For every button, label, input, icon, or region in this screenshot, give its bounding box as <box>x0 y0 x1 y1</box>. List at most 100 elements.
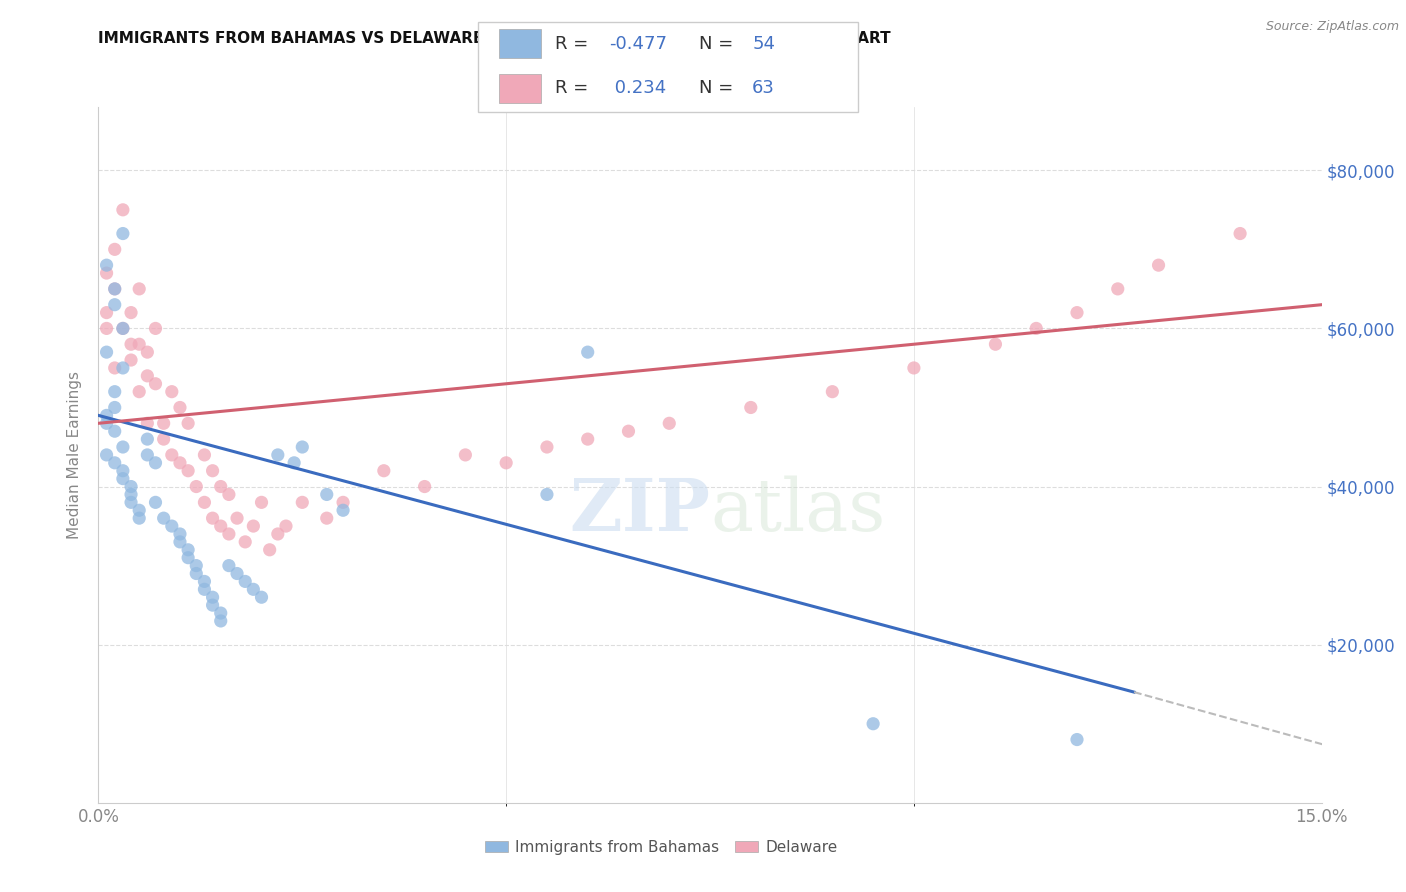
Point <box>209 479 232 493</box>
Point <box>152 511 174 525</box>
Point <box>315 487 337 501</box>
Point <box>209 614 232 628</box>
Text: -0.477: -0.477 <box>609 35 666 53</box>
Point <box>96 417 118 431</box>
Point <box>160 448 183 462</box>
Point <box>250 591 273 605</box>
Point <box>120 337 142 351</box>
Point <box>821 384 844 399</box>
Point <box>250 495 273 509</box>
Point <box>136 368 159 383</box>
Point <box>536 440 558 454</box>
Point <box>413 479 436 493</box>
Point <box>617 424 640 438</box>
Point <box>186 479 208 493</box>
Point <box>136 345 159 359</box>
Point <box>104 456 127 470</box>
Point <box>169 456 191 470</box>
Point <box>267 448 290 462</box>
Point <box>193 574 215 589</box>
Point <box>120 353 142 368</box>
Point <box>145 495 167 509</box>
Point <box>104 298 127 312</box>
Point <box>128 503 150 517</box>
Point <box>209 606 232 620</box>
Text: R =: R = <box>555 79 595 97</box>
Point <box>201 511 224 525</box>
Point <box>169 527 191 541</box>
Point <box>201 591 224 605</box>
Point <box>111 321 134 335</box>
Point <box>145 321 167 335</box>
Point <box>136 417 159 431</box>
Point <box>111 440 134 454</box>
Point <box>120 495 142 509</box>
Point <box>193 448 215 462</box>
Point <box>226 511 249 525</box>
Point <box>291 440 314 454</box>
Point <box>259 542 281 557</box>
Point <box>193 495 215 509</box>
Point <box>169 401 191 415</box>
Text: ZIP: ZIP <box>569 475 710 546</box>
Y-axis label: Median Male Earnings: Median Male Earnings <box>67 371 83 539</box>
Text: Source: ZipAtlas.com: Source: ZipAtlas.com <box>1265 20 1399 33</box>
Text: R =: R = <box>555 35 595 53</box>
Text: atlas: atlas <box>710 475 886 546</box>
Point <box>152 432 174 446</box>
Legend: Immigrants from Bahamas, Delaware: Immigrants from Bahamas, Delaware <box>478 834 844 862</box>
Point <box>145 376 167 391</box>
Point <box>96 345 118 359</box>
Point <box>169 535 191 549</box>
Point <box>186 566 208 581</box>
Point <box>283 456 305 470</box>
Point <box>136 432 159 446</box>
Text: IMMIGRANTS FROM BAHAMAS VS DELAWARE MEDIAN MALE EARNINGS CORRELATION CHART: IMMIGRANTS FROM BAHAMAS VS DELAWARE MEDI… <box>98 31 891 46</box>
Point <box>315 511 337 525</box>
Text: N =: N = <box>699 35 738 53</box>
Point <box>332 495 354 509</box>
Point <box>111 464 134 478</box>
Text: 0.234: 0.234 <box>609 79 666 97</box>
Point <box>177 550 200 565</box>
Point <box>152 417 174 431</box>
Point <box>160 519 183 533</box>
Point <box>1107 282 1129 296</box>
Point <box>291 495 314 509</box>
Point <box>111 202 134 217</box>
Point <box>96 321 118 335</box>
Point <box>104 282 127 296</box>
Point <box>177 417 200 431</box>
Point <box>96 409 118 423</box>
Point <box>120 305 142 319</box>
Point <box>1147 258 1170 272</box>
Point <box>274 519 297 533</box>
Point <box>454 448 477 462</box>
Point <box>96 305 118 319</box>
Point <box>740 401 762 415</box>
Point <box>104 424 127 438</box>
Point <box>104 361 127 376</box>
Text: 63: 63 <box>752 79 775 97</box>
Point <box>136 448 159 462</box>
Point <box>576 432 599 446</box>
Point <box>862 716 884 731</box>
Text: 54: 54 <box>752 35 775 53</box>
Point <box>658 417 681 431</box>
Point <box>242 519 264 533</box>
Point <box>218 558 240 573</box>
Point <box>120 479 142 493</box>
Point <box>495 456 517 470</box>
Point <box>267 527 290 541</box>
Point <box>233 574 256 589</box>
Point <box>111 227 134 241</box>
Point <box>233 535 256 549</box>
Point <box>903 361 925 376</box>
Point <box>201 464 224 478</box>
Point <box>111 361 134 376</box>
Point <box>104 243 127 257</box>
Point <box>128 282 150 296</box>
Point <box>1066 732 1088 747</box>
Point <box>218 527 240 541</box>
Point <box>96 448 118 462</box>
